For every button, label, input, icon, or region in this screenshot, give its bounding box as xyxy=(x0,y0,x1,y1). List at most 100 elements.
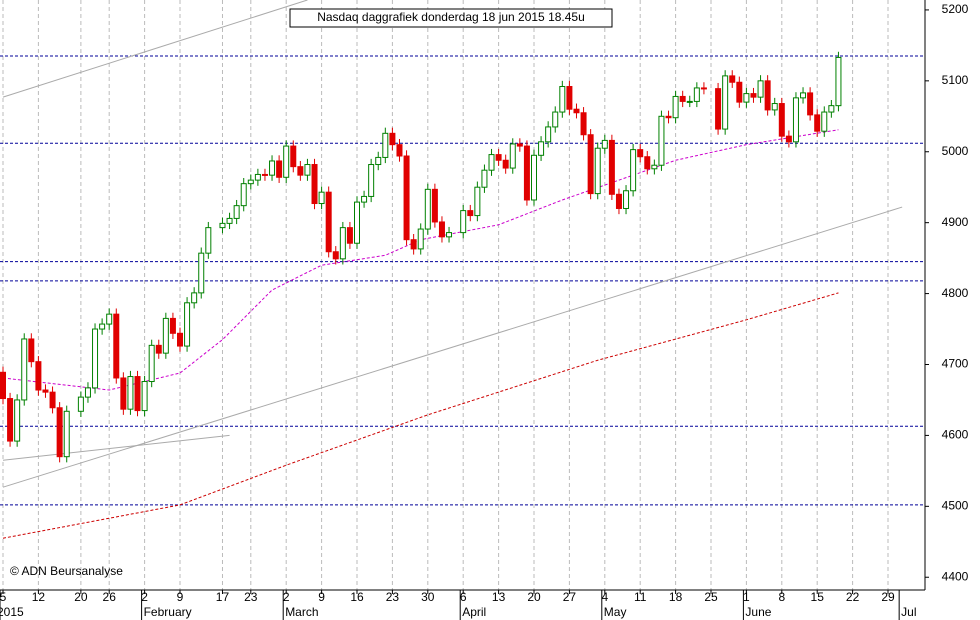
candle-body xyxy=(198,252,205,294)
x-tick-label: 29 xyxy=(881,590,895,604)
candle-body xyxy=(410,239,417,250)
overlay-line xyxy=(2,0,308,98)
candle-body xyxy=(134,376,141,412)
candle-body xyxy=(276,160,283,178)
candle-body xyxy=(623,190,630,209)
candle-body xyxy=(460,210,467,234)
candle-body xyxy=(396,144,403,157)
candle-body xyxy=(233,205,240,219)
candle-body xyxy=(580,112,587,136)
x-tick-label: 20 xyxy=(74,590,88,604)
candle-body xyxy=(467,210,474,217)
candle-body xyxy=(247,179,254,185)
candle-body xyxy=(141,381,148,412)
x-tick-label: 5 xyxy=(0,590,7,604)
candle-body xyxy=(743,93,750,103)
x-tick-label: 26 xyxy=(103,590,117,604)
candle-body xyxy=(481,169,488,188)
candle-body xyxy=(106,313,113,325)
candle-body xyxy=(0,371,6,400)
title-box xyxy=(289,8,613,28)
candle-body xyxy=(219,222,226,229)
candle-body xyxy=(665,115,672,119)
candle-body xyxy=(283,145,290,178)
candle-body xyxy=(722,75,729,130)
x-tick-label: 15 xyxy=(811,590,825,604)
candle-body xyxy=(828,105,835,113)
candle-body xyxy=(792,97,799,143)
candle-body xyxy=(637,149,644,158)
candle-body xyxy=(594,147,601,195)
candle-body xyxy=(608,139,615,195)
candle-body xyxy=(431,188,438,223)
candle-body xyxy=(502,159,509,169)
chart-title: Nasdaq daggrafiek donderdag 18 jun 2015 … xyxy=(317,10,585,24)
candle-body xyxy=(226,217,233,224)
x-tick-label: 27 xyxy=(563,590,577,604)
candle-body xyxy=(92,328,99,389)
candle-body xyxy=(446,232,453,238)
candle-body xyxy=(545,126,552,143)
candle-body xyxy=(290,145,297,168)
overlay-line xyxy=(2,292,839,539)
candle-body xyxy=(474,186,481,217)
candle-body xyxy=(332,251,339,260)
candle-body xyxy=(509,143,516,169)
candle-body xyxy=(148,344,155,383)
candle-body xyxy=(814,114,821,132)
candle-body xyxy=(368,164,375,197)
candle-body xyxy=(49,391,56,409)
x-tick-label: 18 xyxy=(669,590,683,604)
candle-body xyxy=(424,188,431,230)
candle-body xyxy=(354,201,360,244)
x-tick-label: 2 xyxy=(141,590,148,604)
y-tick-label: 5200 xyxy=(942,2,969,16)
x-tick-label: 20 xyxy=(527,590,541,604)
candle-body xyxy=(417,228,424,250)
y-tick-label: 4600 xyxy=(942,428,969,442)
candle-body xyxy=(750,93,757,98)
overlay-line xyxy=(2,434,230,461)
x-tick-label: 17 xyxy=(216,590,230,604)
candle-body xyxy=(566,86,573,110)
candle-body xyxy=(552,111,559,128)
x-tick-label: 22 xyxy=(846,590,860,604)
candle-body xyxy=(658,115,665,166)
x-tick-label: 16 xyxy=(350,590,364,604)
candle-body xyxy=(127,376,134,410)
candle-body xyxy=(715,88,722,130)
candle-body xyxy=(516,143,523,147)
candle-body xyxy=(77,396,84,412)
candle-body xyxy=(686,100,693,103)
candle-body xyxy=(205,227,212,254)
candle-body xyxy=(261,173,268,176)
candle-body xyxy=(21,338,28,401)
month-label: March xyxy=(285,605,318,619)
candle-body xyxy=(778,103,785,137)
candle-body xyxy=(531,154,537,201)
candle-body xyxy=(800,92,807,99)
candle-body xyxy=(587,134,594,195)
candle-body xyxy=(700,87,707,90)
candle-body xyxy=(785,135,792,143)
candle-body xyxy=(155,344,162,354)
candle-body xyxy=(389,132,396,146)
candle-body xyxy=(361,195,368,203)
y-tick-label: 5100 xyxy=(942,73,969,87)
x-tick-label: 1 xyxy=(743,590,750,604)
candle-body xyxy=(771,103,778,111)
candle-body xyxy=(403,155,410,241)
month-label: 2015 xyxy=(0,605,24,619)
candle-body xyxy=(99,323,106,330)
candle-body xyxy=(311,164,318,205)
candle-body xyxy=(184,302,191,347)
candle-body xyxy=(835,56,842,107)
candle-body xyxy=(28,338,35,363)
candle-body xyxy=(7,398,14,442)
candle-body xyxy=(672,95,679,119)
y-tick-label: 4900 xyxy=(942,215,969,229)
x-tick-label: 4 xyxy=(601,590,608,604)
month-label: May xyxy=(604,605,627,619)
source-label: © ADN Beursanalyse xyxy=(10,564,123,578)
